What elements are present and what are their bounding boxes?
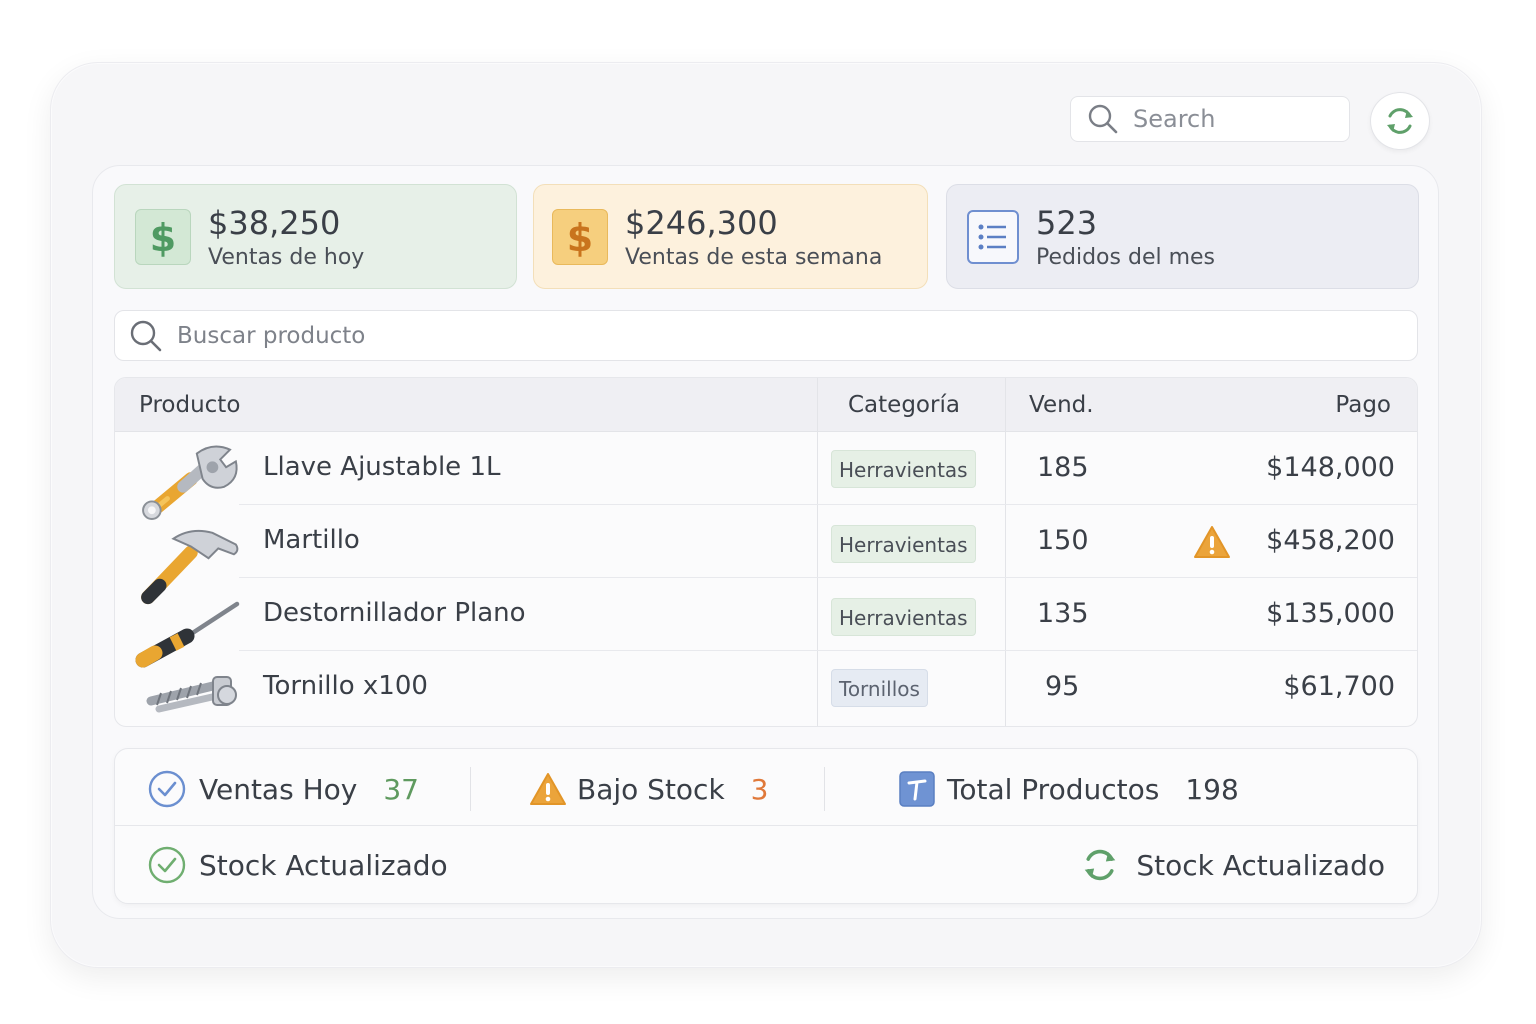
stat-label: Total Productos (947, 772, 1160, 806)
check-circle-icon (148, 770, 186, 808)
category-tag: Tornillos (831, 669, 928, 707)
product-search-box[interactable] (114, 310, 1418, 361)
sold-count: 150 (1037, 525, 1089, 556)
product-search-input[interactable] (177, 322, 1377, 349)
product-name: Llave Ajustable 1L (263, 452, 501, 482)
column-divider (1005, 378, 1006, 726)
stat-bajo-stock: Bajo Stock 3 (529, 769, 769, 809)
search-icon (1088, 104, 1118, 134)
search-icon (130, 320, 162, 351)
card-value: $246,300 (625, 204, 778, 242)
payment-amount: $458,200 (1266, 525, 1395, 556)
check-circle-icon (148, 846, 186, 884)
category-tag: Herravientas (831, 525, 976, 563)
card-value: $38,250 (208, 204, 341, 242)
category-tag: Herravientas (831, 450, 976, 488)
card-ventas-hoy: $ $38,250 Ventas de hoy (114, 184, 517, 289)
card-label: Pedidos del mes (1036, 245, 1216, 270)
column-header-producto[interactable]: Producto (139, 392, 241, 418)
stat-value: 37 (383, 772, 419, 806)
refresh-icon (1085, 849, 1116, 881)
status-left: Stock Actualizado (147, 845, 448, 885)
hammer-icon (141, 529, 239, 605)
warning-icon (1194, 526, 1230, 558)
stat-divider (470, 767, 471, 811)
card-pedidos-mes: 523 Pedidos del mes (946, 184, 1419, 289)
dollar-icon: $ (135, 208, 191, 265)
column-header-pago[interactable]: Pago (1335, 392, 1391, 418)
status-text: Stock Actualizado (199, 848, 448, 882)
dollar-icon: $ (552, 208, 608, 265)
svg-text:$: $ (150, 216, 176, 259)
svg-text:$: $ (567, 216, 593, 259)
product-name: Tornillo x100 (263, 671, 428, 701)
stat-divider (824, 767, 825, 811)
sold-count: 135 (1037, 598, 1089, 629)
box-icon (899, 771, 935, 807)
stat-total-productos: Total Productos 198 (899, 769, 1239, 809)
card-ventas-semana: $ $246,300 Ventas de esta semana (533, 184, 928, 289)
column-divider (817, 378, 818, 726)
screwdriver-icon (135, 601, 240, 668)
stat-value: 3 (750, 772, 769, 806)
products-table: Producto Categoría Vend. Pago Llave Ajus… (114, 377, 1418, 727)
column-header-vend[interactable]: Vend. (1029, 392, 1094, 418)
table-row[interactable]: Tornillo x100 Tornillos 95 $61,700 (115, 651, 1417, 724)
card-value: 523 (1036, 204, 1098, 242)
category-tag: Herravientas (831, 598, 976, 636)
stat-label: Ventas Hoy (199, 772, 358, 806)
card-label: Ventas de hoy (208, 245, 365, 270)
wrench-icon (142, 445, 238, 520)
sold-count: 95 (1045, 671, 1080, 702)
status-right[interactable]: Stock Actualizado (1080, 845, 1385, 885)
table-header: Producto Categoría Vend. Pago (115, 378, 1417, 432)
table-row[interactable]: Llave Ajustable 1L Herravientas 185 $148… (115, 432, 1417, 520)
top-search-input[interactable] (1133, 105, 1333, 133)
bolts-icon (146, 676, 237, 713)
list-icon (967, 209, 1019, 264)
stat-value: 198 (1185, 772, 1239, 806)
row-separator (239, 577, 1417, 578)
payment-amount: $148,000 (1266, 452, 1395, 483)
footer-stats: Ventas Hoy 37 Bajo Stock 3 Total Product… (114, 748, 1418, 904)
stat-label: Bajo Stock (577, 772, 725, 806)
payment-amount: $61,700 (1283, 671, 1395, 702)
refresh-button[interactable] (1370, 92, 1430, 150)
product-name: Destornillador Plano (263, 598, 526, 628)
column-header-categoria[interactable]: Categoría (848, 392, 960, 418)
refresh-icon (1387, 108, 1413, 134)
top-search-box[interactable] (1070, 96, 1350, 142)
status-text: Stock Actualizado (1136, 848, 1385, 882)
product-name: Martillo (263, 525, 360, 555)
warning-icon (530, 773, 566, 805)
table-row[interactable]: Destornillador Plano Herravientas 135 $1… (115, 578, 1417, 668)
payment-amount: $135,000 (1266, 598, 1395, 629)
row-separator (239, 504, 1417, 505)
stat-ventas-hoy: Ventas Hoy 37 (147, 769, 419, 809)
card-label: Ventas de esta semana (625, 245, 883, 270)
table-row[interactable]: Martillo Herravientas 150 $458,200 (115, 505, 1417, 605)
footer-divider (115, 825, 1417, 826)
row-separator (239, 650, 1417, 651)
sold-count: 185 (1037, 452, 1089, 483)
